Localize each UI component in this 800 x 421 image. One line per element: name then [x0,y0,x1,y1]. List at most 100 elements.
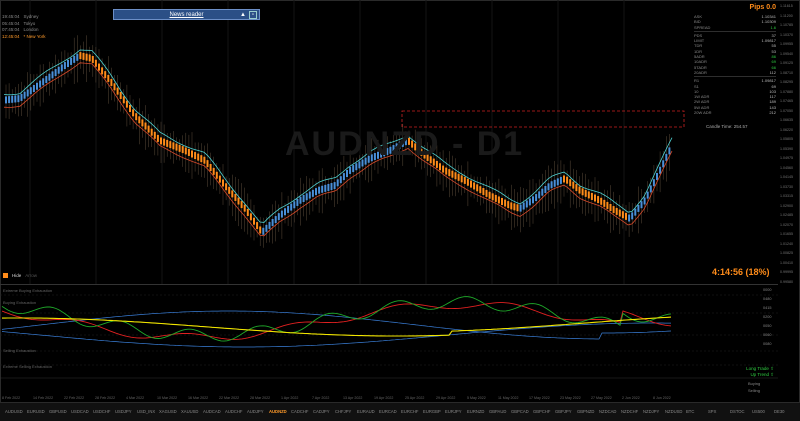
stat-key: 20W ADR [694,110,712,116]
symbol-tab[interactable]: USDCAD [71,409,89,414]
candle-body [209,164,212,171]
stat-row: BID 1.10309 [694,19,776,24]
candle-body [150,128,153,136]
orange-square-icon[interactable] [3,273,8,278]
symbol-tab[interactable]: AUDJPY [247,409,264,414]
symbol-tab[interactable]: BTC [686,409,695,414]
candle-body [488,191,491,199]
candle-body [587,191,590,199]
symbol-tab[interactable]: CHFJPY [335,409,352,414]
candle-body [76,53,79,61]
symbol-tab[interactable]: USD_INX [137,409,156,414]
price-tick-label: 1.09540 [780,51,793,56]
zone-rectangle[interactable] [401,110,685,128]
symbol-tab[interactable]: EURJPY [445,409,462,414]
candle-body [668,147,671,155]
candle-body [470,180,472,188]
time-axis-label: 23 May 2022 [560,396,581,400]
symbol-tab[interactable]: NZDUSD [665,409,683,414]
candle-body [268,221,271,229]
candle-body [333,182,336,190]
news-reader-link[interactable]: News reader [169,11,204,18]
candle-body [302,195,305,202]
indicator-lines [3,49,673,237]
candle-body [501,198,503,205]
symbol-tab[interactable]: AUDCAD [203,409,221,414]
time-axis[interactable]: 8 Feb 2022 14 Feb 2022 22 Feb 2022 28 Feb 2… [0,396,700,402]
symbol-tab[interactable]: EURAUD [357,409,375,414]
stat-value: 66 [771,64,776,70]
candle-body [466,178,469,186]
symbol-tab[interactable]: DSTOC [730,409,745,414]
oscillator-chart[interactable]: ⇧⇧⇧⇧⇧ [0,285,778,380]
hide-button[interactable]: Hide [12,273,22,278]
symbol-tab[interactable]: AUDUSD [5,409,23,414]
stat-value: 1.10309 [761,19,776,25]
symbol-tab[interactable]: GBPCHF [533,409,551,414]
symbol-tab[interactable]: NZDJPY [643,409,660,414]
symbol-tab[interactable]: EURGBP [423,409,441,414]
candle-body [392,145,395,153]
price-axis[interactable]: 1.11615 1.11200 1.10785 1.10370 1.09955 1.095… [778,0,800,410]
candle-body [206,160,209,168]
candle-body [342,173,345,181]
session-name: Tokyo [23,20,36,26]
candle-body [215,171,218,179]
candle-body [265,224,268,232]
candle-body [60,64,63,72]
candle-body [448,169,451,177]
candle-body [315,188,317,196]
candle-body [507,201,510,209]
price-chart[interactable] [0,0,778,285]
stat-key: S1 [694,83,699,89]
symbol-tab[interactable]: EURUSD [27,409,45,414]
candle-body [569,179,572,187]
candle-body [643,197,646,205]
symbol-tab[interactable]: XAUUSD [181,409,199,414]
symbol-tab[interactable]: USDCHF [93,409,111,414]
symbol-tab[interactable]: GBPAUD [489,409,507,414]
symbol-tab[interactable]: AUDCHF [225,409,243,414]
up-arrow-icon: ⇧ [770,372,774,377]
symbol-tab[interactable]: CADCHF [291,409,309,414]
arrow-button[interactable]: Arrow [25,273,38,278]
symbol-tab[interactable]: GBPUSD [49,409,67,414]
symbol-tab[interactable]: NZDCHF [621,409,639,414]
candle-body [141,119,144,127]
candle-body [656,173,658,180]
price-tick-label: 1.04975 [780,156,793,160]
window-icon[interactable]: ▫ [249,11,257,19]
session-time: 19:45:04 [2,14,20,19]
news-reader-bar[interactable]: News reader ▲ ▫ [113,9,260,20]
symbol-tab[interactable]: GBPCAD [511,409,529,414]
candle-time: Candle Time: 254.57 [706,124,748,129]
session-name: * New York [23,33,46,39]
symbol-tab[interactable]: CADJPY [313,409,330,414]
symbol-tab[interactable]: XAGUSD [159,409,177,414]
candle-body [383,149,386,157]
symbol-tab[interactable]: EURNZD [467,409,485,414]
candle-body [609,204,612,211]
symbol-tab[interactable]: SPX [708,409,717,414]
symbol-tab[interactable]: USDJPY [115,409,132,414]
candle-body [36,82,38,90]
candle-body [234,193,237,201]
symbol-tab[interactable]: DE30 [774,409,785,414]
symbol-tab[interactable]: US500 [752,409,765,414]
symbol-tab[interactable]: AUDNZD [269,409,287,414]
symbol-tab[interactable]: EURCAD [379,409,397,414]
symbol-tab[interactable]: EURCHF [401,409,419,414]
symbol-tab[interactable]: GBPNZD [577,409,595,414]
stat-value: 1.6 [770,24,776,30]
stat-key: 10 [694,88,699,94]
candle-body [429,156,432,164]
candle-body [166,139,169,147]
collapse-icon[interactable]: ▲ [240,12,246,18]
stat-row: 10ADR 69 [694,59,776,64]
hide-toggle-row[interactable]: Hide Arrow [3,273,37,278]
symbol-tab[interactable]: GBPJPY [555,409,572,414]
candle-body [79,52,82,60]
candle-body [504,199,507,207]
symbol-tab[interactable]: NZDCAD [599,409,617,414]
stat-value: 1.10341 [761,14,776,19]
